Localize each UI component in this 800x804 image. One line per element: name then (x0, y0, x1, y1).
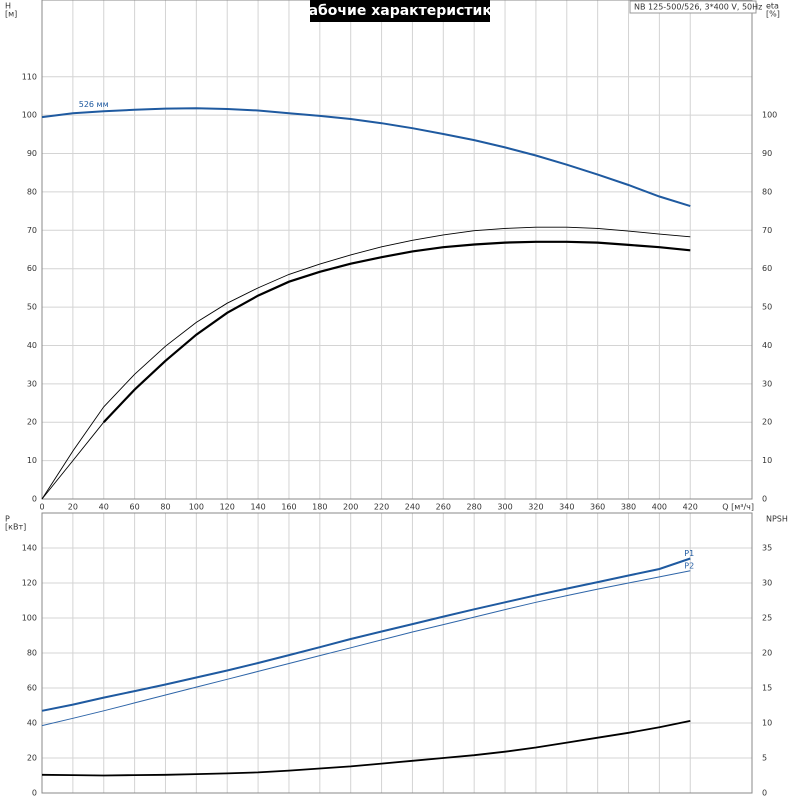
y2-tick-label: 100 (762, 111, 777, 120)
x-tick-label: 380 (621, 503, 636, 512)
x-tick-label: 20 (68, 503, 78, 512)
y-tick-label: 80 (27, 649, 37, 658)
plot-frame (41, 0, 753, 500)
y-tick-label: 90 (27, 149, 37, 158)
y-tick-label: 100 (22, 111, 37, 120)
series-label: P1 (684, 549, 694, 558)
x-tick-label: 100 (189, 503, 204, 512)
y-tick-label: 40 (27, 341, 37, 350)
y-axis-unit: [м] (5, 10, 17, 19)
series-line (41, 720, 691, 777)
y-tick-label: 40 (27, 719, 37, 728)
series-line (41, 226, 691, 500)
y2-tick-label: 0 (762, 495, 767, 504)
y-axis-label: H (5, 2, 11, 11)
y2-tick-label: 5 (762, 754, 767, 763)
x-tick-label: 240 (405, 503, 420, 512)
x-tick-label: 180 (312, 503, 327, 512)
y-tick-label: 70 (27, 226, 37, 235)
y2-tick-label: 35 (762, 544, 772, 553)
series-line (41, 570, 691, 727)
y2-axis-unit: [%] (766, 10, 780, 19)
x-tick-label: 360 (590, 503, 605, 512)
y2-tick-label: 30 (762, 579, 772, 588)
x-tick-label: 160 (281, 503, 296, 512)
x-tick-label: 200 (343, 503, 358, 512)
y2-tick-label: 50 (762, 303, 772, 312)
y-tick-label: 80 (27, 187, 37, 196)
y2-tick-label: 90 (762, 149, 772, 158)
y2-tick-label: 60 (762, 264, 772, 273)
y-tick-label: 10 (27, 456, 37, 465)
y-tick-label: 100 (22, 614, 37, 623)
x-tick-label: 300 (497, 503, 512, 512)
x-tick-label: 400 (652, 503, 667, 512)
plot-frame (41, 512, 753, 794)
series-line (41, 107, 691, 208)
y-tick-label: 30 (27, 379, 37, 388)
x-axis-label: Q [м³/ч] (722, 503, 754, 512)
x-tick-label: 280 (467, 503, 482, 512)
y-tick-label: 0 (32, 789, 37, 798)
y-tick-label: 60 (27, 684, 37, 693)
y-tick-label: 110 (22, 72, 37, 81)
subtitle-box (629, 0, 757, 14)
x-tick-label: 40 (99, 503, 109, 512)
x-tick-label: 320 (528, 503, 543, 512)
x-tick-label: 420 (683, 503, 698, 512)
x-tick-label: 260 (436, 503, 451, 512)
y2-axis-label: NPSH (766, 515, 788, 524)
y2-tick-label: 30 (762, 379, 772, 388)
series-label: 526 мм (79, 100, 109, 109)
y-tick-label: 140 (22, 544, 37, 553)
y2-tick-label: 25 (762, 614, 772, 623)
y-tick-label: 20 (27, 418, 37, 427)
y2-tick-label: 20 (762, 649, 772, 658)
chart-subtitle: NB 125-500/526, 3*400 V, 50Hz (634, 3, 762, 12)
y-tick-label: 0 (32, 495, 37, 504)
x-tick-label: 120 (220, 503, 235, 512)
y2-tick-label: 20 (762, 418, 772, 427)
x-tick-label: 60 (130, 503, 140, 512)
y-tick-label: 60 (27, 264, 37, 273)
chart-title: Рабочие характеристики (298, 3, 501, 19)
series-line (41, 421, 105, 500)
y-tick-label: 20 (27, 754, 37, 763)
y2-tick-label: 15 (762, 684, 772, 693)
x-tick-label: 220 (374, 503, 389, 512)
series-label: P2 (684, 561, 694, 570)
series-line (41, 557, 691, 712)
y-tick-label: 50 (27, 303, 37, 312)
y2-tick-label: 80 (762, 187, 772, 196)
y2-tick-label: 10 (762, 719, 772, 728)
y-tick-label: 120 (22, 579, 37, 588)
y2-tick-label: 0 (762, 789, 767, 798)
y2-tick-label: 40 (762, 341, 772, 350)
y2-axis-label: eta (766, 2, 779, 11)
series-line (102, 240, 691, 423)
y-axis-unit: [кВт] (5, 523, 26, 532)
x-tick-label: 80 (160, 503, 170, 512)
y-axis-label: P (5, 515, 10, 524)
x-tick-label: 340 (559, 503, 574, 512)
x-tick-label: 140 (250, 503, 265, 512)
y2-tick-label: 70 (762, 226, 772, 235)
x-tick-label: 0 (39, 503, 44, 512)
title-box (310, 0, 490, 22)
y2-tick-label: 10 (762, 456, 772, 465)
